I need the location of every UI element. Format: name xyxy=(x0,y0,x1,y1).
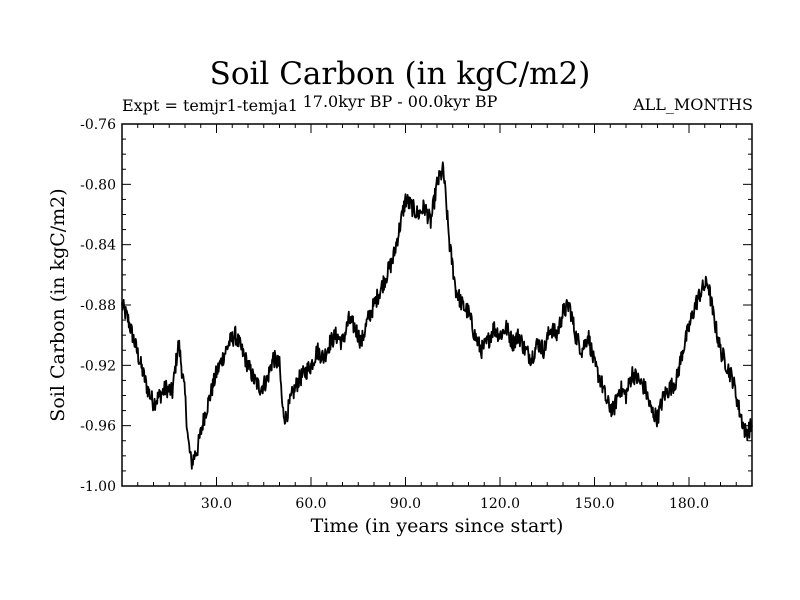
y-tick-label: -0.80 xyxy=(80,177,116,193)
y-tick-label: -0.96 xyxy=(80,419,116,435)
x-tick-label: 150.0 xyxy=(574,496,614,512)
x-tick-label: 60.0 xyxy=(295,496,326,512)
axis-tick-labels: 30.0 60.0 90.0 120.0 150.0 180.0 -1.00 -0.96 -0.… xyxy=(80,117,709,512)
y-tick-label: -0.84 xyxy=(80,238,116,254)
y-tick-label: -1.00 xyxy=(80,479,116,495)
series-line xyxy=(121,161,753,470)
chart-title: Soil Carbon (in kgC/m2) xyxy=(209,56,591,92)
period-label: 17.0kyr BP - 00.0kyr BP xyxy=(302,92,498,111)
x-tick-label: 120.0 xyxy=(480,496,520,512)
experiment-label: Expt = temjr1-temja1 xyxy=(122,96,298,115)
y-tick-label: -0.88 xyxy=(80,298,116,314)
y-tick-label: -0.76 xyxy=(80,117,116,133)
y-tick-label: -0.92 xyxy=(80,358,116,374)
plot-frame xyxy=(121,123,753,487)
months-label: ALL_MONTHS xyxy=(633,95,753,114)
x-tick-label: 90.0 xyxy=(390,496,421,512)
x-tick-label: 180.0 xyxy=(669,496,709,512)
x-tick-label: 30.0 xyxy=(201,496,232,512)
x-axis-label: Time (in years since start) xyxy=(310,515,564,537)
